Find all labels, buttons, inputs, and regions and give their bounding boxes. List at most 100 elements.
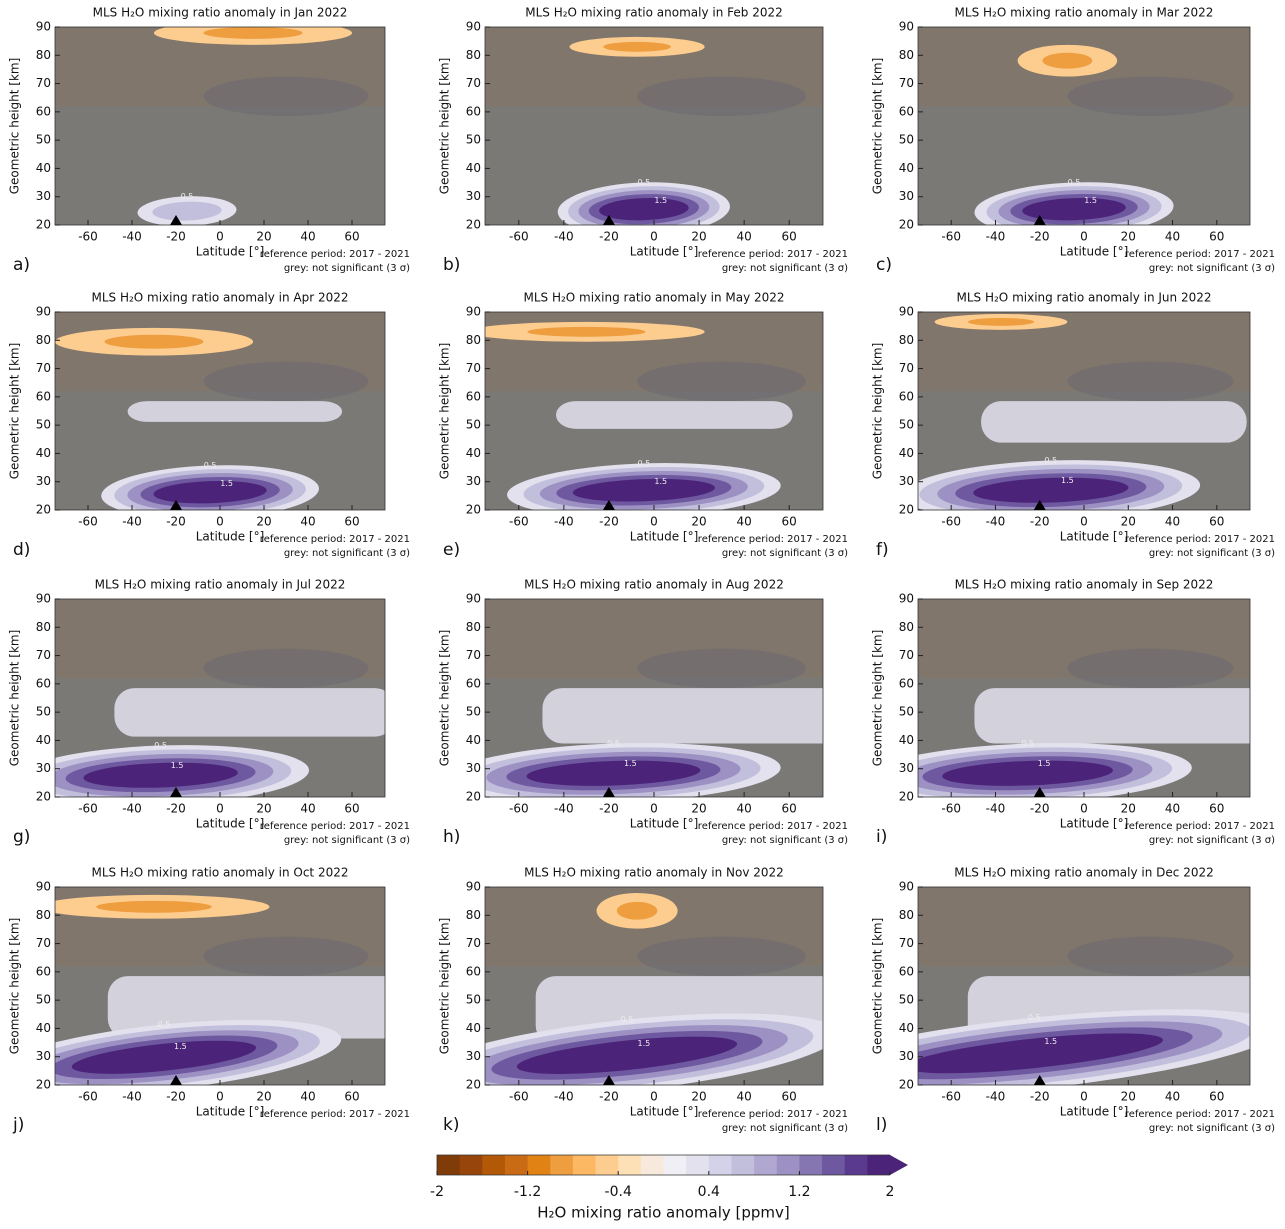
colorbar-bin (459, 1155, 483, 1175)
panel-label: b) (443, 255, 460, 275)
marker (1033, 1075, 1046, 1085)
y-tick-label: 80 (36, 333, 51, 347)
y-tick-label: 90 (899, 592, 914, 606)
colorbar-bin (482, 1155, 506, 1175)
y-tick-label: 90 (899, 20, 914, 34)
y-tick-label: 90 (899, 305, 914, 319)
marker (1033, 787, 1046, 797)
x-tick-label: -40 (122, 515, 142, 529)
contour-label: 0.5 (607, 739, 620, 748)
x-tick-label: 20 (691, 515, 706, 529)
marker (1033, 215, 1046, 225)
y-tick-label: 40 (36, 1021, 51, 1035)
y-tick-label: 20 (466, 790, 481, 804)
contour-label: 0.5 (637, 178, 650, 187)
y-tick-label: 50 (466, 705, 481, 719)
negative-anomaly (104, 334, 204, 349)
x-tick-label: -40 (122, 230, 142, 244)
colorbar-tick-label: -2 (430, 1184, 444, 1200)
contour-label: 0.5 (1044, 456, 1057, 465)
y-tick-label: 60 (36, 104, 51, 118)
grey-patch (203, 361, 369, 402)
x-axis-label: Latitude [°] (630, 1105, 699, 1119)
x-tick-label: 20 (1121, 515, 1136, 529)
x-tick-label: 20 (256, 230, 271, 244)
x-tick-label: -20 (599, 515, 619, 529)
x-tick-label: -40 (554, 1090, 574, 1104)
x-tick-label: 60 (1209, 1090, 1224, 1104)
y-tick-label: 30 (899, 189, 914, 203)
y-tick-label: 60 (36, 964, 51, 978)
colorbar-bin (527, 1155, 551, 1175)
note: reference period: 2017 - 2021 (1125, 249, 1275, 260)
x-tick-label: 20 (256, 1090, 271, 1104)
negative-anomaly (96, 900, 212, 913)
grey-patch (637, 361, 807, 402)
panel-label: c) (876, 255, 892, 275)
significant-band (114, 688, 385, 737)
grey-patch (637, 76, 807, 117)
colorbar-bin (504, 1155, 529, 1175)
x-tick-label: -60 (941, 1090, 961, 1104)
panel-label: h) (443, 827, 460, 847)
y-tick-label: 30 (466, 474, 481, 488)
negative-anomaly (603, 41, 671, 52)
panel-label: f) (876, 540, 889, 560)
y-axis-label: Geometric height [km] (8, 918, 22, 1055)
colorbar-tick-label: 0.4 (698, 1184, 720, 1200)
y-axis-label: Geometric height [km] (438, 630, 452, 767)
panel: 0.5 1.5 -60 -40 -20 0 20 40 60 20 30 40 50 60 70 80 90 ML… (871, 578, 1276, 848)
y-tick-label: 40 (36, 733, 51, 747)
significant-band (555, 401, 793, 429)
contour-label: 0.5 (154, 741, 167, 750)
y-tick-label: 30 (36, 474, 51, 488)
x-tick-label: -20 (1030, 515, 1050, 529)
colorbar-bin (799, 1155, 823, 1175)
x-tick-label: 40 (736, 802, 751, 816)
y-tick-label: 60 (899, 104, 914, 118)
grey-patch (203, 648, 369, 689)
x-tick-label: 0 (1080, 515, 1088, 529)
x-tick-label: 0 (1080, 230, 1088, 244)
note: grey: not significant (3 σ) (722, 263, 848, 274)
panel-label: g) (13, 827, 30, 847)
panel-title: MLS H₂O mixing ratio anomaly in Mar 2022 (955, 6, 1214, 20)
grey-patch (1067, 648, 1234, 689)
x-tick-label: 40 (736, 230, 751, 244)
x-tick-label: 60 (344, 802, 359, 816)
note: reference period: 2017 - 2021 (698, 249, 848, 260)
x-axis-label: Latitude [°] (630, 530, 699, 544)
y-tick-label: 20 (466, 1078, 481, 1092)
y-tick-label: 90 (466, 20, 481, 34)
panel: 0.5 1.5 -60 -40 -20 0 20 40 60 20 30 40 50 60 70 80 90 ML… (438, 6, 849, 276)
x-tick-label: 0 (650, 230, 658, 244)
y-tick-label: 60 (899, 964, 914, 978)
y-tick-label: 50 (36, 993, 51, 1007)
x-tick-label: -40 (122, 802, 142, 816)
x-tick-label: -20 (166, 1090, 186, 1104)
x-axis-label: Latitude [°] (196, 530, 265, 544)
y-tick-label: 60 (466, 104, 481, 118)
positive-anomaly (516, 1036, 738, 1074)
colorbar-bin (572, 1155, 597, 1175)
note: reference period: 2017 - 2021 (1125, 821, 1275, 832)
y-tick-label: 50 (36, 133, 51, 147)
x-tick-label: 60 (782, 1090, 797, 1104)
positive-anomaly (942, 760, 1113, 786)
contour-label: 1.5 (654, 196, 667, 205)
x-tick-label: 60 (782, 230, 797, 244)
note: grey: not significant (3 σ) (1149, 548, 1275, 559)
y-axis-label: Geometric height [km] (8, 343, 22, 480)
y-axis-label: Geometric height [km] (8, 630, 22, 767)
y-tick-label: 70 (36, 361, 51, 375)
positive-anomaly (918, 1033, 1163, 1074)
y-tick-label: 40 (466, 161, 481, 175)
x-tick-label: 60 (782, 515, 797, 529)
x-tick-label: -20 (599, 1090, 619, 1104)
y-tick-label: 60 (899, 389, 914, 403)
colorbar-tick-label: -0.4 (605, 1184, 632, 1200)
panel: 0.5 1.5 -60 -40 -20 0 20 40 60 20 30 40 50 60 70 80 90 ML… (8, 578, 411, 848)
y-tick-label: 70 (36, 648, 51, 662)
negative-anomaly (967, 317, 1035, 326)
